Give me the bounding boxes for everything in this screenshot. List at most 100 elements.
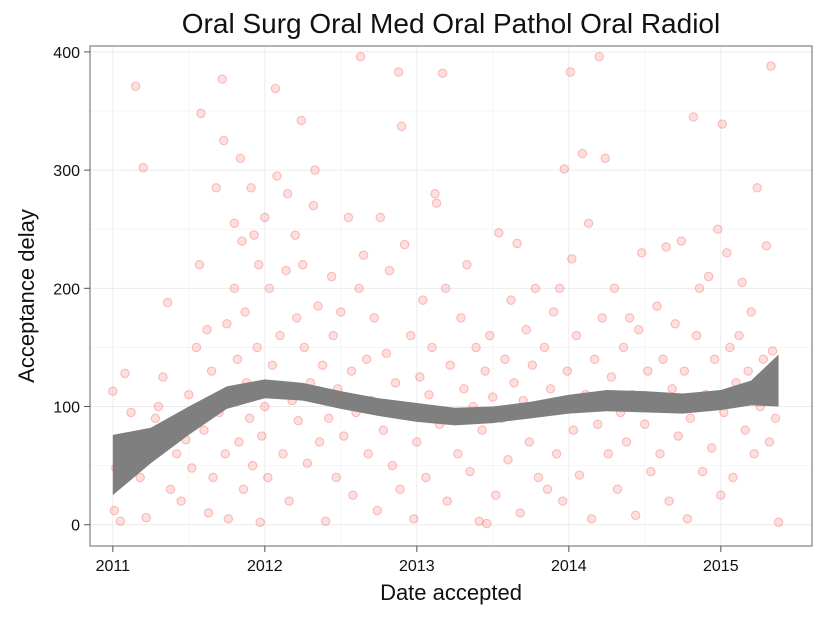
data-point <box>153 401 164 412</box>
data-point <box>323 413 334 424</box>
data-point <box>624 313 635 323</box>
data-point <box>336 307 346 317</box>
data-point <box>176 496 186 506</box>
data-point <box>758 354 769 364</box>
data-point <box>746 307 756 317</box>
data-point <box>196 108 206 119</box>
data-point <box>740 425 750 435</box>
x-tick-label: 2011 <box>96 558 131 575</box>
data-point <box>249 230 259 240</box>
data-point <box>500 354 510 364</box>
data-point <box>369 313 379 323</box>
data-point <box>764 437 775 447</box>
data-point <box>621 437 632 447</box>
data-point <box>290 230 300 240</box>
data-point <box>524 437 534 447</box>
data-point <box>592 419 603 429</box>
data-point <box>440 283 451 294</box>
data-point <box>138 163 148 173</box>
data-point <box>465 466 475 477</box>
data-point <box>477 425 487 435</box>
data-point <box>238 484 249 494</box>
data-point <box>509 378 519 388</box>
data-point <box>670 319 680 329</box>
data-point <box>737 277 747 288</box>
data-point <box>296 115 306 126</box>
y-tick-label: 200 <box>53 281 80 298</box>
data-point <box>554 283 565 294</box>
data-point <box>158 372 168 382</box>
data-point <box>328 330 338 341</box>
data-point <box>571 330 582 341</box>
data-point <box>298 259 308 270</box>
data-point <box>752 183 762 193</box>
data-point <box>363 449 373 459</box>
x-tick-label: 2015 <box>703 558 739 575</box>
y-axis: 0 100 200 300 400 <box>53 45 90 535</box>
data-point <box>184 389 194 400</box>
data-point <box>548 307 559 317</box>
data-point <box>652 301 662 311</box>
data-point <box>734 330 744 341</box>
data-point <box>254 259 264 270</box>
data-point <box>206 366 217 376</box>
data-point <box>237 236 247 246</box>
data-point <box>317 360 328 370</box>
x-axis-title: Date accepted <box>380 580 522 605</box>
data-point <box>491 490 501 500</box>
data-point <box>421 472 431 483</box>
data-point <box>246 183 256 193</box>
data-point <box>171 449 182 459</box>
data-point <box>282 189 293 199</box>
data-point <box>310 165 320 175</box>
data-point <box>661 242 671 252</box>
data-point <box>456 313 466 323</box>
data-point <box>725 342 735 353</box>
data-point <box>603 449 614 459</box>
data-point <box>459 384 469 394</box>
data-point <box>208 472 218 483</box>
data-point <box>194 259 205 270</box>
data-point <box>606 372 617 382</box>
data-point <box>445 360 455 370</box>
data-point <box>272 171 282 181</box>
data-point <box>503 455 513 465</box>
data-point <box>512 238 522 249</box>
data-point <box>482 518 492 529</box>
data-point <box>264 283 275 294</box>
data-point <box>673 431 683 441</box>
x-tick-label: 2013 <box>399 558 435 575</box>
data-point <box>480 366 490 376</box>
data-point <box>589 354 600 364</box>
data-point <box>120 368 130 379</box>
data-point <box>442 496 452 506</box>
data-point <box>162 297 173 308</box>
data-point <box>399 239 410 250</box>
data-point <box>375 212 386 223</box>
data-point <box>515 508 525 518</box>
data-point <box>527 360 538 370</box>
chart-title: Oral Surg Oral Med Oral Pathol Oral Radi… <box>182 8 720 39</box>
data-point <box>640 419 650 429</box>
x-tick-label: 2012 <box>247 558 283 575</box>
data-point <box>390 378 401 388</box>
data-point <box>471 342 481 353</box>
data-point <box>418 295 428 305</box>
data-point <box>255 517 265 528</box>
data-point <box>219 135 229 146</box>
data-point <box>716 490 726 500</box>
data-point <box>229 218 240 229</box>
data-point <box>766 61 776 71</box>
data-point <box>406 330 416 341</box>
data-point <box>743 366 753 376</box>
data-point <box>393 67 404 77</box>
data-point <box>597 313 607 323</box>
data-point <box>150 413 161 424</box>
data-point <box>354 283 364 294</box>
data-point <box>263 472 273 483</box>
data-point <box>415 372 425 382</box>
data-point <box>713 224 723 234</box>
data-point <box>583 218 594 229</box>
data-point <box>562 366 572 376</box>
